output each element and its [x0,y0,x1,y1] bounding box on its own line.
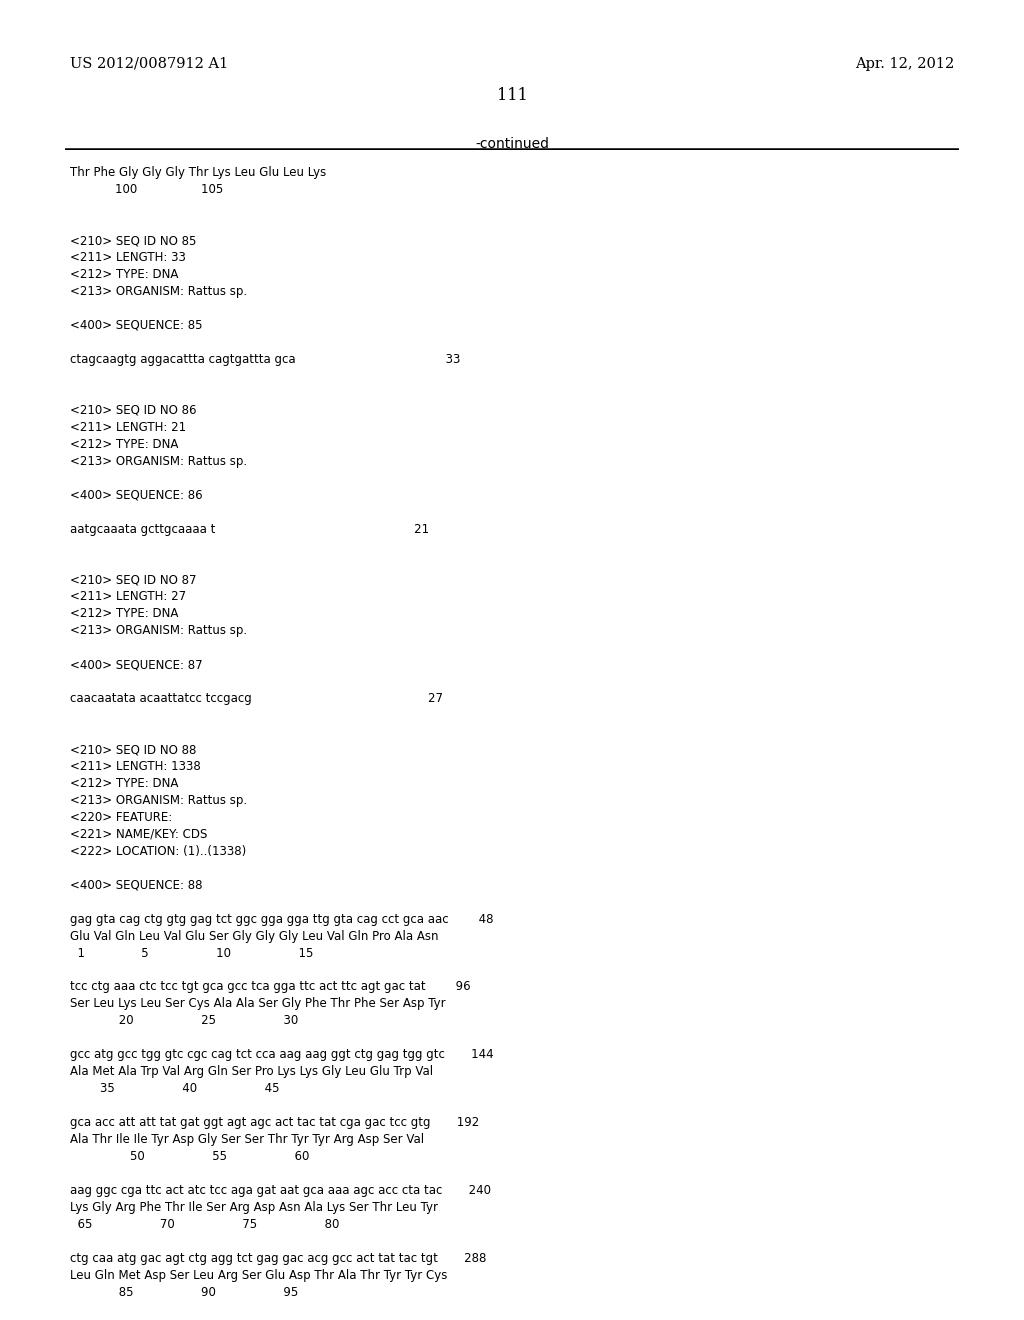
Text: <212> TYPE: DNA: <212> TYPE: DNA [70,607,178,620]
Text: <400> SEQUENCE: 85: <400> SEQUENCE: 85 [70,319,202,331]
Text: <212> TYPE: DNA: <212> TYPE: DNA [70,777,178,789]
Text: <221> NAME/KEY: CDS: <221> NAME/KEY: CDS [70,828,207,841]
Text: <211> LENGTH: 27: <211> LENGTH: 27 [70,590,185,603]
Text: <212> TYPE: DNA: <212> TYPE: DNA [70,268,178,281]
Text: Thr Phe Gly Gly Gly Thr Lys Leu Glu Leu Lys: Thr Phe Gly Gly Gly Thr Lys Leu Glu Leu … [70,166,326,180]
Text: <400> SEQUENCE: 88: <400> SEQUENCE: 88 [70,879,202,892]
Text: Ser Leu Lys Leu Ser Cys Ala Ala Ser Gly Phe Thr Phe Ser Asp Tyr: Ser Leu Lys Leu Ser Cys Ala Ala Ser Gly … [70,998,445,1010]
Text: <213> ORGANISM: Rattus sp.: <213> ORGANISM: Rattus sp. [70,793,247,807]
Text: aag ggc cga ttc act atc tcc aga gat aat gca aaa agc acc cta tac       240: aag ggc cga ttc act atc tcc aga gat aat … [70,1184,490,1197]
Text: -continued: -continued [475,137,549,152]
Text: 100                 105: 100 105 [70,183,223,197]
Text: <210> SEQ ID NO 88: <210> SEQ ID NO 88 [70,743,196,756]
Text: <211> LENGTH: 21: <211> LENGTH: 21 [70,421,185,434]
Text: 50                  55                  60: 50 55 60 [70,1150,309,1163]
Text: aatgcaaata gcttgcaaaa t                                                     21: aatgcaaata gcttgcaaaa t 21 [70,523,429,536]
Text: caacaatata acaattatcc tccgacg                                               27: caacaatata acaattatcc tccgacg 27 [70,692,442,705]
Text: <222> LOCATION: (1)..(1338): <222> LOCATION: (1)..(1338) [70,845,246,858]
Text: gca acc att att tat gat ggt agt agc act tac tat cga gac tcc gtg       192: gca acc att att tat gat ggt agt agc act … [70,1117,479,1129]
Text: <212> TYPE: DNA: <212> TYPE: DNA [70,438,178,450]
Text: 20                  25                  30: 20 25 30 [70,1015,298,1027]
Text: <210> SEQ ID NO 85: <210> SEQ ID NO 85 [70,234,196,247]
Text: ctg caa atg gac agt ctg agg tct gag gac acg gcc act tat tac tgt       288: ctg caa atg gac agt ctg agg tct gag gac … [70,1251,486,1265]
Text: <220> FEATURE:: <220> FEATURE: [70,810,172,824]
Text: gcc atg gcc tgg gtc cgc cag tct cca aag aag ggt ctg gag tgg gtc       144: gcc atg gcc tgg gtc cgc cag tct cca aag … [70,1048,494,1061]
Text: Lys Gly Arg Phe Thr Ile Ser Arg Asp Asn Ala Lys Ser Thr Leu Tyr: Lys Gly Arg Phe Thr Ile Ser Arg Asp Asn … [70,1201,437,1214]
Text: Leu Gln Met Asp Ser Leu Arg Ser Glu Asp Thr Ala Thr Tyr Tyr Cys: Leu Gln Met Asp Ser Leu Arg Ser Glu Asp … [70,1269,447,1282]
Text: <210> SEQ ID NO 87: <210> SEQ ID NO 87 [70,573,197,586]
Text: 35                  40                  45: 35 40 45 [70,1082,280,1096]
Text: gag gta cag ctg gtg gag tct ggc gga gga ttg gta cag cct gca aac        48: gag gta cag ctg gtg gag tct ggc gga gga … [70,912,494,925]
Text: 111: 111 [497,87,527,104]
Text: <211> LENGTH: 33: <211> LENGTH: 33 [70,251,185,264]
Text: <213> ORGANISM: Rattus sp.: <213> ORGANISM: Rattus sp. [70,285,247,298]
Text: Glu Val Gln Leu Val Glu Ser Gly Gly Gly Leu Val Gln Pro Ala Asn: Glu Val Gln Leu Val Glu Ser Gly Gly Gly … [70,929,438,942]
Text: ctagcaagtg aggacattta cagtgattta gca                                        33: ctagcaagtg aggacattta cagtgattta gca 33 [70,352,460,366]
Text: <211> LENGTH: 1338: <211> LENGTH: 1338 [70,760,201,774]
Text: 1               5                  10                  15: 1 5 10 15 [70,946,313,960]
Text: Apr. 12, 2012: Apr. 12, 2012 [855,57,954,71]
Text: Ala Met Ala Trp Val Arg Gln Ser Pro Lys Lys Gly Leu Glu Trp Val: Ala Met Ala Trp Val Arg Gln Ser Pro Lys … [70,1065,433,1078]
Text: <213> ORGANISM: Rattus sp.: <213> ORGANISM: Rattus sp. [70,624,247,638]
Text: 85                  90                  95: 85 90 95 [70,1286,298,1299]
Text: 65                  70                  75                  80: 65 70 75 80 [70,1218,339,1232]
Text: <400> SEQUENCE: 86: <400> SEQUENCE: 86 [70,488,203,502]
Text: US 2012/0087912 A1: US 2012/0087912 A1 [70,57,228,71]
Text: <400> SEQUENCE: 87: <400> SEQUENCE: 87 [70,659,203,671]
Text: <213> ORGANISM: Rattus sp.: <213> ORGANISM: Rattus sp. [70,454,247,467]
Text: <210> SEQ ID NO 86: <210> SEQ ID NO 86 [70,404,197,417]
Text: tcc ctg aaa ctc tcc tgt gca gcc tca gga ttc act ttc agt gac tat        96: tcc ctg aaa ctc tcc tgt gca gcc tca gga … [70,981,470,994]
Text: Ala Thr Ile Ile Tyr Asp Gly Ser Ser Thr Tyr Tyr Arg Asp Ser Val: Ala Thr Ile Ile Tyr Asp Gly Ser Ser Thr … [70,1133,424,1146]
